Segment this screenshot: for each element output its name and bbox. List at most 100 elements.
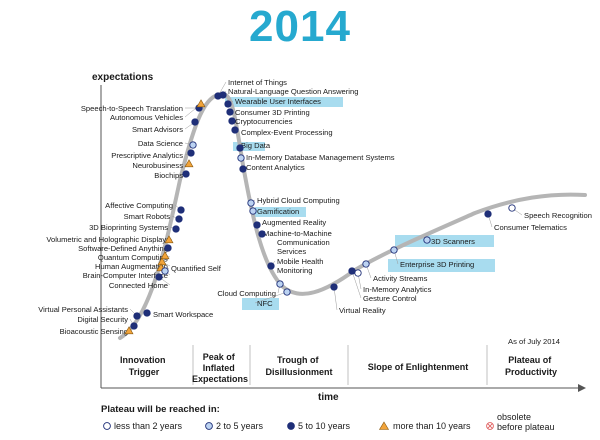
highlight-gamification [255,207,306,217]
marker-software-defined-anything [164,244,172,252]
marker-smart-advisors [191,118,199,126]
marker-virtual-personal-assistants [133,312,141,320]
tech-label-smart-advisors: Smart Advisors [132,125,183,134]
tech-label-hybrid-cloud-computing: Hybrid Cloud Computing [257,196,340,205]
legend-5to10-marker [287,422,295,430]
tech-label-in-memory-analytics: In-Memory Analytics [363,285,432,294]
tech-label-speech-recognition: Speech Recognition [524,211,592,220]
marker-affective-computing [177,206,185,214]
marker-wearable-user-interfaces [224,100,232,108]
tech-label-cloud-computing: Cloud Computing [217,289,276,298]
tech-label-smart-robots: Smart Robots [124,212,171,221]
marker-nfc [283,288,291,296]
phase-slope: Slope of Enlightenment [368,362,469,372]
marker-gamification [249,207,257,215]
marker-bioacoustic-sensing [124,326,134,335]
tech-label-monitoring: Monitoring [277,266,312,275]
y-axis-label: expectations [92,72,154,83]
marker-smart-robots [175,215,183,223]
tech-label-volumetric-and-holographic-displays: Volumetric and Holographic Displays [46,235,170,244]
phase-dividers [192,345,488,385]
x-axis-arrow-icon [578,384,586,392]
tech-label-prescriptive-analytics: Prescriptive Analytics [111,151,183,160]
tech-label-digital-security: Digital Security [77,315,128,324]
marker-human-augmentation [157,257,167,266]
tech-label-connected-home: Connected Home [109,281,168,290]
leader-lines [129,81,523,332]
tech-label-virtual-reality: Virtual Reality [339,306,386,315]
tech-label-biochips: Biochips [154,171,183,180]
marker-hybrid-cloud-computing [247,199,255,207]
tech-label-consumer-3d-printing: Consumer 3D Printing [235,108,310,117]
legend-obsolete-label-2: before plateau [497,422,555,432]
tech-label-affective-computing: Affective Computing [105,201,173,210]
tech-label-quantum-computing: Quantum Computing [98,253,168,262]
marker-augmented-reality [253,221,261,229]
legend-lt2-label: less than 2 years [114,421,183,431]
tech-label-gesture-control: Gesture Control [363,294,417,303]
marker-activity-streams [362,260,370,268]
figure-title: 2014 [249,2,351,51]
marker-cloud-computing [276,280,284,288]
highlight-layer [225,97,495,310]
marker-in-memory-database-management-systems [237,154,245,162]
highlight-big-data [233,142,265,151]
highlight-enterprise-3d-printing [388,259,495,272]
tech-label-cryptocurrencies: Cryptocurrencies [235,117,293,126]
x-axis-label: time [318,392,339,403]
tech-label-3d-bioprinting-systems: 3D Bioprinting Systems [89,223,168,232]
tech-label-mobile-health: Mobile Health [277,257,323,266]
legend-gt10-marker [378,421,390,430]
tech-label-enterprise-3d-printing: Enterprise 3D Printing [400,260,474,269]
tech-label-human-augmentation: Human Augmentation [95,262,168,271]
as-of-note: As of July 2014 [508,337,560,346]
tech-label-autonomous-vehicles: Autonomous Vehicles [110,113,183,122]
marker-quantum-computing [160,251,170,260]
phase-plateau: Plateau of Productivity [505,355,557,377]
tech-label-complex-event-processing: Complex-Event Processing [241,128,333,137]
leader-gesture-control [351,270,362,299]
tech-label-neurobusiness: Neurobusiness [132,161,183,170]
marker-speech-recognition [508,204,516,212]
tech-label-wearable-user-interfaces: Wearable User Interfaces [235,97,321,106]
legend-2to5-label: 2 to 5 years [216,421,264,431]
tech-label-consumer-telematics: Consumer Telematics [494,223,567,232]
tech-label-communication: Communication [277,238,330,247]
marker-mobile-health [267,262,275,270]
tech-label-activity-streams: Activity Streams [373,274,428,283]
marker-cryptocurrencies [228,117,236,125]
marker-virtual-reality [330,283,338,291]
tech-label-big-data: Big Data [241,141,271,150]
marker-connected-home [155,273,163,281]
marker-3d-bioprinting-systems [172,225,180,233]
phase-trigger: Innovation Trigger [120,355,168,377]
marker-enterprise-3d-printing [390,246,398,254]
marker-in-memory-analytics [354,269,362,277]
legend-2to5-marker [205,422,213,430]
marker-volumetric-and-holographic-displays [164,235,174,244]
legend-obsolete-label: obsolete [497,412,531,422]
tech-label-natural-language-question-answering: Natural-Language Question Answering [228,87,358,96]
marker-neurobusiness [184,159,194,168]
marker-smart-workspace [143,309,151,317]
marker-quantified-self [161,267,169,275]
marker-data-science [189,141,197,149]
tech-label-virtual-personal-assistants: Virtual Personal Assistants [38,305,128,314]
tech-label-in-memory-database-management-systems: In-Memory Database Management Systems [246,153,395,162]
marker-natural-language-question-answering [219,91,227,99]
tech-label-machine-to-machine: Machine-to-Machine [263,229,332,238]
leader-nfc [254,291,288,304]
tech-label-content-analytics: Content Analytics [246,163,305,172]
marker-digital-security [130,322,138,330]
tech-label-augmented-reality: Augmented Reality [262,218,326,227]
tech-label-speech-to-speech-translation: Speech-to-Speech Translation [81,104,183,113]
highlight-wearable-user-interfaces [225,97,343,107]
tech-label-3d-scanners: 3D Scanners [431,237,475,246]
legend-title: Plateau will be reached in: [101,404,220,415]
legend-gt10-label: more than 10 years [393,421,471,431]
marker-content-analytics [239,165,247,173]
legend: Plateau will be reached in: less than 2 … [101,404,555,432]
